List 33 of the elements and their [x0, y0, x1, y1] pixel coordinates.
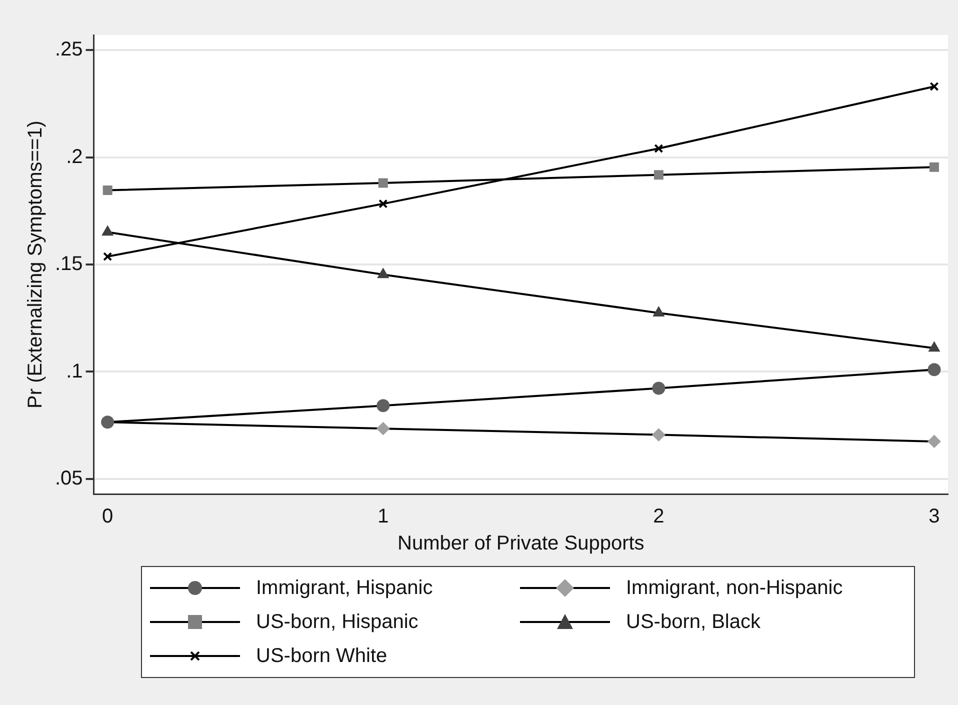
point — [378, 199, 388, 208]
point — [377, 268, 389, 278]
point — [928, 342, 940, 352]
legend-label: US-born White — [256, 644, 388, 668]
y-tick-label: .05 — [54, 468, 83, 490]
y-axis-title: Pr (Externalizing Symptoms==1) — [24, 120, 47, 408]
point — [378, 178, 388, 188]
y-tick-label: .2 — [66, 146, 83, 168]
point — [376, 399, 390, 412]
legend-label: Immigrant, Hispanic — [256, 576, 433, 600]
point — [652, 382, 666, 395]
point — [930, 82, 939, 92]
y-tick-label: .25 — [54, 38, 83, 61]
point — [103, 252, 112, 262]
point — [928, 363, 941, 376]
x-tick-label: 1 — [378, 506, 389, 528]
point — [102, 186, 112, 196]
point — [102, 226, 114, 236]
legend-label: US-born, Hispanic — [256, 610, 418, 634]
y-tick-label: .1 — [66, 360, 83, 382]
legend-label: Immigrant, non-Hispanic — [626, 576, 843, 600]
legend-label: US-born, Black — [626, 610, 760, 634]
x-tick-label: 3 — [928, 506, 940, 528]
x-tick-label: 0 — [102, 506, 114, 528]
y-tick-label: .15 — [54, 253, 83, 276]
point — [376, 422, 390, 436]
point — [929, 162, 939, 172]
x-axis-title: Number of Private Supports — [398, 532, 644, 555]
point — [928, 434, 941, 448]
x-tick-label: 2 — [653, 506, 664, 528]
point — [654, 144, 664, 153]
point — [652, 428, 666, 442]
point — [654, 170, 664, 180]
